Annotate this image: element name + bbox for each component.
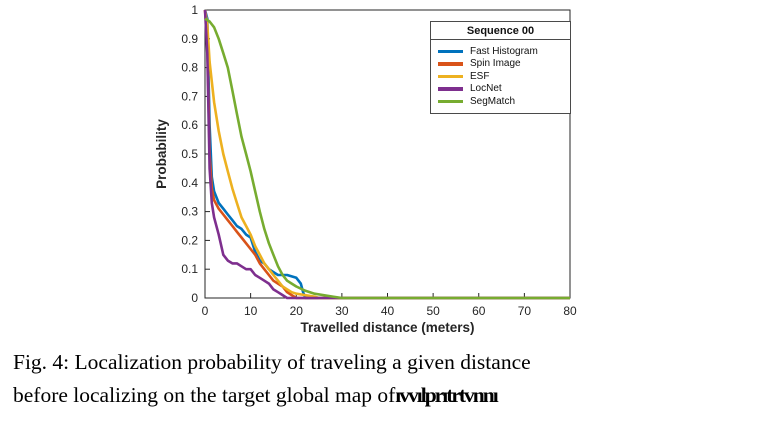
svg-text:0: 0	[202, 304, 209, 318]
svg-text:20: 20	[290, 304, 304, 318]
svg-text:0.9: 0.9	[181, 32, 198, 46]
svg-text:40: 40	[381, 304, 395, 318]
svg-text:0.8: 0.8	[181, 61, 198, 75]
svg-text:0.6: 0.6	[181, 118, 198, 132]
legend-title: Sequence 00	[431, 22, 570, 40]
svg-text:0.1: 0.1	[181, 262, 198, 276]
svg-text:70: 70	[518, 304, 532, 318]
legend-item-label: LocNet	[470, 83, 502, 94]
svg-text:60: 60	[472, 304, 486, 318]
legend-items: Fast Histogram Spin Image ESF LocNet Seg…	[431, 40, 570, 113]
series-line-esf	[203, 9, 570, 300]
svg-text:0.2: 0.2	[181, 233, 198, 247]
svg-text:1: 1	[191, 3, 198, 17]
legend-item-label: SegMatch	[470, 95, 516, 107]
svg-text:0.7: 0.7	[181, 89, 198, 103]
legend-item-esf: ESF	[438, 70, 563, 82]
svg-text:0.5: 0.5	[181, 147, 198, 161]
legend-item-segmatch: SegMatch	[438, 95, 563, 107]
y-axis-label: Probability	[154, 119, 169, 189]
legend-item-label: Fast Histogram	[470, 45, 538, 57]
legend-item-spin-image: Spin Image	[438, 59, 563, 69]
caption-line-1: Fig. 4: Localization probability of trav…	[13, 350, 531, 374]
svg-text:0.4: 0.4	[181, 176, 198, 190]
legend-item-label: ESF	[470, 70, 490, 82]
localization-probability-chart: 0 10 20 30 40 50 60 70 80 0 0.1 0.2 0.3 0.4 0.5 0.6 0.7 0…	[154, 3, 577, 335]
legend-item-label: Spin Image	[470, 58, 521, 69]
caption-garbled-text: ıvvılprıtrtvnnı	[395, 383, 498, 407]
svg-text:30: 30	[335, 304, 349, 318]
legend-line-swatch	[438, 49, 463, 54]
svg-text:0.3: 0.3	[181, 205, 198, 219]
x-axis-label: Travelled distance (meters)	[300, 320, 474, 335]
legend-item-locnet: LocNet	[438, 84, 563, 94]
chart-legend: Sequence 00 Fast Histogram Spin Image ES…	[430, 21, 571, 114]
series-line-segmatch	[204, 17, 570, 300]
legend-line-swatch	[438, 87, 463, 91]
legend-line-swatch	[438, 74, 463, 79]
chart-area: 0 10 20 30 40 50 60 70 80 0 0.1 0.2 0.3 0.4 0.5 0.6 0.7 0…	[154, 3, 577, 335]
svg-text:0: 0	[191, 291, 198, 305]
svg-text:50: 50	[426, 304, 440, 318]
legend-line-swatch	[438, 62, 463, 66]
svg-text:80: 80	[563, 304, 577, 318]
legend-item-fast-histogram: Fast Histogram	[438, 45, 563, 57]
caption-line-2: before localizing on the target global m…	[13, 383, 396, 407]
series-line-locnet	[203, 9, 570, 300]
legend-line-swatch	[438, 99, 463, 104]
figure-caption: Fig. 4: Localization probability of trav…	[13, 346, 749, 412]
svg-text:10: 10	[244, 304, 258, 318]
